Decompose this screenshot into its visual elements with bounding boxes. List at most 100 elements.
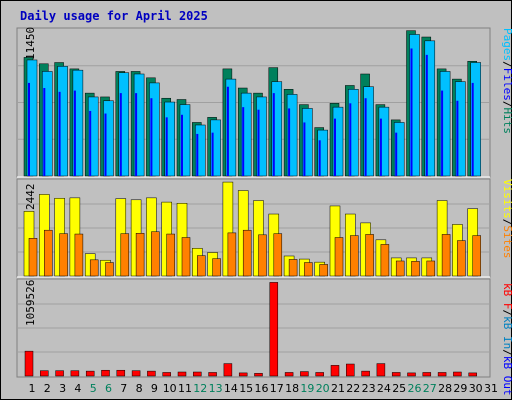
sites-bar xyxy=(441,234,451,277)
pages-bar xyxy=(439,71,451,177)
legend-kb-f: kB F xyxy=(501,283,512,310)
pages-bar xyxy=(409,34,420,177)
pages-bar xyxy=(271,81,283,177)
kb-f-bar xyxy=(254,373,263,377)
pages-bar xyxy=(393,122,405,177)
files-bar xyxy=(456,100,459,176)
legend-sep: / xyxy=(501,219,512,226)
pages-bar xyxy=(87,96,99,177)
kb-f-bar xyxy=(85,370,95,377)
kb-f-bar xyxy=(422,372,432,377)
files-bar xyxy=(89,110,92,176)
pages-bar xyxy=(363,86,374,177)
pages-bar xyxy=(455,81,466,177)
files-bar xyxy=(410,48,413,176)
day-label: 23 xyxy=(362,382,376,395)
kb-f-bar xyxy=(238,372,248,377)
files-bar xyxy=(196,133,199,176)
day-label: 13 xyxy=(209,382,223,395)
hits-files-pages-bars xyxy=(23,30,481,177)
legend-sites: Sites xyxy=(501,225,512,258)
sites-bar xyxy=(135,233,145,277)
kb-legend: kB F/kB In/kB Out xyxy=(501,283,512,396)
legend-sep: / xyxy=(501,349,512,356)
day-label: 29 xyxy=(453,382,467,395)
legend-visits: Visits xyxy=(501,179,512,219)
sites-bar xyxy=(242,229,252,277)
day-label: 14 xyxy=(224,382,238,395)
sites-bar xyxy=(59,233,68,277)
pages-bar xyxy=(348,89,359,177)
sites-bar xyxy=(151,231,160,277)
sites-bar xyxy=(395,260,405,277)
files-bar xyxy=(165,117,168,176)
kb-bars xyxy=(24,282,477,377)
files-bar xyxy=(43,88,46,176)
day-label: 25 xyxy=(392,382,406,395)
kb-f-bar xyxy=(223,363,233,377)
legend-hits: Hits xyxy=(501,108,512,135)
day-label: 11 xyxy=(178,382,192,395)
sites-bar xyxy=(105,262,114,277)
kb-f-bar xyxy=(70,370,80,377)
files-bar xyxy=(272,93,275,176)
files-bar xyxy=(349,103,352,176)
files-bar xyxy=(334,118,336,176)
pages-bar xyxy=(149,82,160,177)
files-bar xyxy=(288,108,291,176)
kb-f-bar xyxy=(40,370,49,377)
pages-bar xyxy=(26,59,38,177)
day-label: 20 xyxy=(316,382,330,395)
pages-bar xyxy=(286,94,298,177)
pages-bar xyxy=(210,119,221,177)
kb-f-bar xyxy=(177,371,187,377)
kb-f-bar xyxy=(407,372,416,377)
files-bar xyxy=(441,90,444,176)
files-bar xyxy=(471,82,474,176)
pages-bar xyxy=(195,124,206,177)
sites-bar xyxy=(365,234,374,277)
day-label: 8 xyxy=(136,382,143,395)
files-bar xyxy=(28,82,30,176)
day-label: 9 xyxy=(151,382,158,395)
sites-bar xyxy=(411,261,420,277)
sites-bar xyxy=(288,259,298,277)
pages-bar xyxy=(103,100,114,177)
files-bar xyxy=(395,132,398,176)
day-label: 5 xyxy=(90,382,97,395)
pages-bar xyxy=(164,101,175,177)
pages-bar xyxy=(118,72,130,177)
files-bar xyxy=(119,93,122,176)
legend-kb-out: kB Out xyxy=(501,356,512,396)
day-label: 6 xyxy=(105,382,112,395)
kb-f-bar xyxy=(300,371,309,377)
kb-axis-max: 1059526 xyxy=(24,280,37,326)
kb-f-bar xyxy=(315,372,324,377)
day-label: 22 xyxy=(346,382,360,395)
day-label: 30 xyxy=(469,382,483,395)
files-bar xyxy=(226,86,229,176)
sites-bar xyxy=(28,238,38,277)
files-bar xyxy=(379,118,382,176)
pages-bar xyxy=(179,104,191,177)
pages-bar xyxy=(378,106,390,177)
sites-bar xyxy=(89,259,99,277)
day-label: 17 xyxy=(270,382,284,395)
day-label: 10 xyxy=(163,382,177,395)
kb-f-bar xyxy=(162,372,171,377)
day-label: 19 xyxy=(300,382,314,395)
files-bar xyxy=(242,107,245,176)
day-label: 31 xyxy=(484,382,498,395)
kb-f-bar xyxy=(269,282,279,377)
day-label: 28 xyxy=(438,382,452,395)
legend-pages: Pages xyxy=(501,28,512,61)
pages-bar xyxy=(42,71,53,177)
day-label: 4 xyxy=(74,382,81,395)
kb-f-bar xyxy=(346,363,355,377)
hits-axis-max: 11450 xyxy=(24,27,37,60)
kb-f-bar xyxy=(453,371,462,377)
sites-bar xyxy=(380,244,390,277)
files-bar xyxy=(104,113,107,176)
day-label: 16 xyxy=(255,382,269,395)
kb-f-bar xyxy=(376,363,386,377)
